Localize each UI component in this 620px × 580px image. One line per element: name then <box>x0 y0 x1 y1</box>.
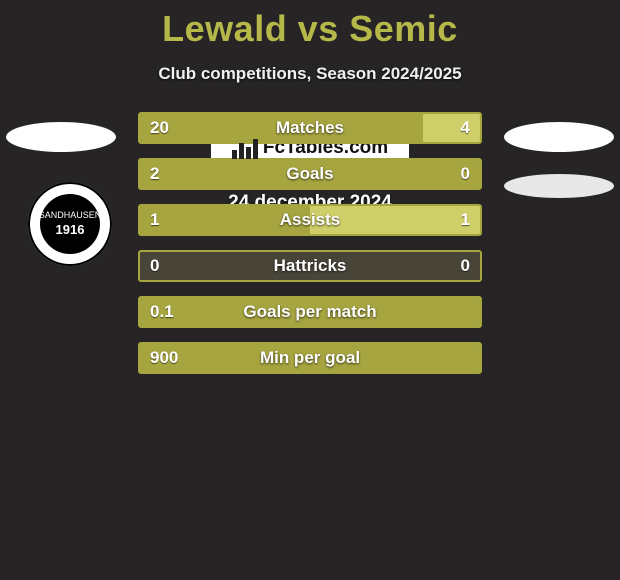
stat-label: Goals <box>286 164 333 184</box>
club-logo-top: SANDHAUSEN <box>39 211 102 221</box>
stat-row-matches: 20 4 Matches <box>138 112 482 144</box>
stat-value-right: 0 <box>461 164 470 184</box>
club-logo: SANDHAUSEN 1916 <box>28 182 112 266</box>
stat-value-left: 900 <box>150 348 178 368</box>
stat-row-assists: 1 1 Assists <box>138 204 482 236</box>
stat-value-left: 2 <box>150 164 159 184</box>
page-title: Lewald vs Semic <box>0 0 620 50</box>
stat-value-right: 4 <box>461 118 470 138</box>
club-logo-inner: SANDHAUSEN 1916 <box>40 194 100 254</box>
stat-label: Goals per match <box>243 302 376 322</box>
right-player-oval <box>504 122 614 152</box>
subtitle: Club competitions, Season 2024/2025 <box>0 64 620 84</box>
left-player-oval <box>6 122 116 152</box>
stat-label: Matches <box>276 118 344 138</box>
stat-row-min-per-goal: 900 Min per goal <box>138 342 482 374</box>
right-secondary-oval <box>504 174 614 198</box>
stat-value-right: 0 <box>461 256 470 276</box>
stat-value-left: 0.1 <box>150 302 174 322</box>
stat-value-left: 0 <box>150 256 159 276</box>
stat-label: Assists <box>280 210 340 230</box>
stat-row-hattricks: 0 0 Hattricks <box>138 250 482 282</box>
bar-chart-icon <box>232 137 258 159</box>
stat-value-left: 20 <box>150 118 169 138</box>
stat-label: Min per goal <box>260 348 360 368</box>
stat-value-left: 1 <box>150 210 159 230</box>
stat-value-right: 1 <box>461 210 470 230</box>
stat-row-goals: 2 0 Goals <box>138 158 482 190</box>
club-logo-year: 1916 <box>56 223 85 237</box>
stat-bars: 204Matches20Goals11Assists00Hattricks0.1… <box>138 112 482 388</box>
stat-row-goals-per-match: 0.1 Goals per match <box>138 296 482 328</box>
stat-seg-right <box>423 114 480 142</box>
stat-label: Hattricks <box>274 256 347 276</box>
